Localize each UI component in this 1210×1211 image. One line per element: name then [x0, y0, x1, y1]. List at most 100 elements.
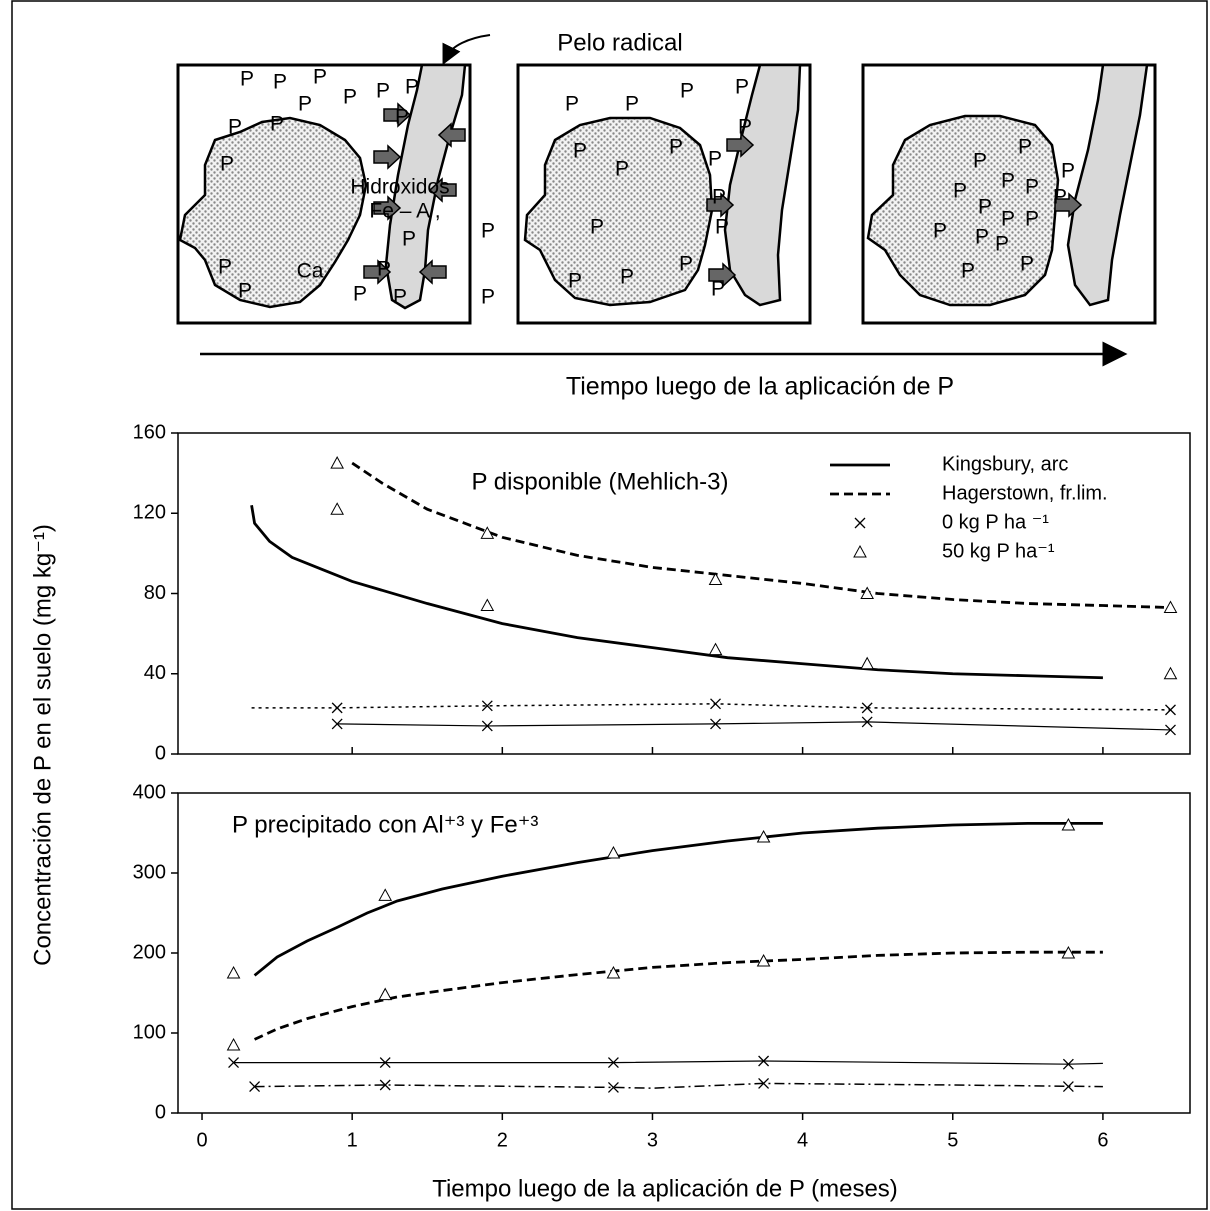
root-hair: [1066, 63, 1149, 307]
diagram-label: P: [270, 113, 284, 136]
diagram-label: P: [995, 233, 1009, 256]
y-tick-label: 120: [133, 502, 166, 524]
diagram-label: P: [393, 286, 407, 309]
marker-triangle: [1061, 817, 1076, 831]
marker-cross: [861, 702, 873, 714]
diagram-label: P: [615, 158, 629, 181]
marker-triangle: [226, 965, 241, 979]
marker-triangle: [606, 965, 621, 979]
y-axis-label: Concentración de P en el suelo (mg kg⁻¹): [29, 524, 56, 966]
diagram-label: P: [735, 76, 749, 99]
diagram-label: P: [1025, 176, 1039, 199]
diagram-label: P: [218, 256, 232, 279]
diagram-label: P: [240, 68, 254, 91]
diagram-label: P: [573, 140, 587, 163]
y-tick-label: 80: [144, 582, 166, 604]
marker-triangle: [378, 888, 393, 901]
diagram-label: P: [1061, 160, 1075, 183]
diagram-label: Hidroxidos: [350, 176, 449, 199]
diagram-label: P: [1025, 208, 1039, 231]
marker-triangle: [1163, 600, 1178, 614]
panel-title: P disponible (Mehlich-3): [471, 468, 728, 495]
diagram-label: P: [711, 278, 725, 301]
marker-triangle: [860, 586, 875, 599]
marker-triangle: [708, 572, 723, 585]
diagram-label: P: [625, 93, 639, 116]
diagram-label: P: [377, 258, 391, 281]
marker-triangle: [756, 829, 771, 843]
diagram-label: P: [961, 260, 975, 283]
marker-cross: [1062, 1081, 1074, 1093]
root-label: Pelo radical: [557, 29, 682, 56]
diagram-label: P: [712, 186, 726, 209]
x-axis-label: Tiempo luego de la aplicación de P (mese…: [432, 1175, 898, 1202]
diagram-label: P: [273, 71, 287, 94]
marker-triangle: [378, 987, 393, 1001]
root-hair: [384, 63, 467, 310]
frame: [11, 0, 1208, 1210]
y-tick-label: 0: [155, 1101, 166, 1123]
marker-triangle: [1061, 945, 1076, 959]
diagram-label: P: [568, 270, 582, 293]
pointer-arrow: [442, 34, 491, 65]
series-line: [250, 504, 1103, 680]
series-line: [253, 822, 1103, 977]
legend-swatch: [853, 544, 867, 558]
series-line: [351, 461, 1171, 609]
diagram-label: P: [1018, 136, 1032, 159]
panel-title: P precipitado con Al⁺³ y Fe⁺³: [232, 811, 538, 838]
soil-particle: [178, 116, 368, 309]
marker-triangle: [1163, 666, 1178, 680]
diagram-label: P: [1020, 253, 1034, 276]
diagram-label: P: [481, 220, 495, 243]
diagram-label: P: [228, 116, 242, 139]
marker-triangle: [756, 953, 771, 967]
diagram-label: P: [975, 226, 989, 249]
legend-swatch: [854, 517, 866, 529]
diagram-label: P: [220, 153, 234, 176]
diagram-label: P: [376, 80, 390, 103]
diagram-label: P: [353, 283, 367, 306]
marker-cross: [607, 1081, 619, 1093]
diagram-label: Ca: [297, 260, 324, 283]
diagram-label: P: [298, 93, 312, 116]
marker-triangle: [480, 526, 495, 539]
diagram-label: P: [405, 76, 419, 99]
diagram-label: P: [1001, 208, 1015, 231]
y-tick-label: 400: [133, 781, 166, 803]
diagram-label: P: [565, 93, 579, 116]
series-line: [233, 1060, 1103, 1065]
diagram-label: P: [738, 116, 752, 139]
diagram: [176, 34, 1157, 367]
series-line: [251, 703, 1171, 711]
diagram-label: P: [343, 86, 357, 109]
diagram-label: P: [1001, 170, 1015, 193]
y-tick-label: 100: [133, 1021, 166, 1043]
diagram-label: P: [313, 66, 327, 89]
marker-triangle: [480, 598, 495, 612]
x-tick-label: 6: [1097, 1129, 1108, 1151]
diagram-label: P: [481, 286, 495, 309]
diagram-label: P: [620, 266, 634, 289]
legend-label: Kingsbury, arc: [942, 453, 1068, 475]
diagram-label: P: [953, 180, 967, 203]
diagram-label: P: [395, 106, 409, 129]
diagram-label: P: [238, 280, 252, 303]
series-line: [337, 721, 1171, 731]
diagram-label: P: [680, 80, 694, 103]
x-tick-label: 3: [647, 1129, 658, 1151]
diagram-label: P: [978, 196, 992, 219]
x-tick-label: 5: [947, 1129, 958, 1151]
marker-triangle: [330, 502, 344, 515]
legend-label: 50 kg P ha⁻¹: [942, 540, 1055, 562]
y-tick-label: 0: [155, 742, 166, 764]
marker-triangle: [330, 456, 344, 469]
diagram-label: P: [708, 148, 722, 171]
diagram-label: P: [669, 136, 683, 159]
legend-label: 0 kg P ha ⁻¹: [942, 511, 1049, 533]
diagram-label: P: [1053, 186, 1067, 209]
x-tick-label: 4: [797, 1129, 808, 1151]
marker-cross: [379, 1079, 391, 1091]
